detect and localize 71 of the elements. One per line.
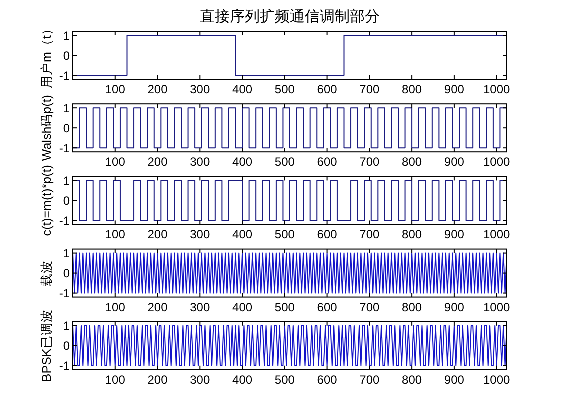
x-tick-label: 1000 bbox=[483, 82, 510, 96]
x-tick-label: 400 bbox=[232, 228, 253, 242]
x-tick-label: 700 bbox=[360, 82, 380, 96]
x-tick-label: 600 bbox=[317, 82, 338, 96]
x-tick-label: 400 bbox=[232, 372, 253, 387]
x-tick-label: 700 bbox=[360, 300, 380, 314]
x-tick-label: 600 bbox=[317, 372, 338, 387]
y-tick-label: -1 bbox=[59, 214, 70, 228]
x-tick-label: 600 bbox=[317, 155, 338, 170]
x-tick-label: 300 bbox=[190, 155, 210, 170]
y-tick-label: 1 bbox=[63, 101, 70, 116]
x-tick-label: 100 bbox=[105, 155, 126, 170]
y-axis-title: 载波 bbox=[40, 260, 54, 286]
y-tick-label: 1 bbox=[63, 174, 70, 188]
x-tick-label: 1000 bbox=[483, 155, 510, 170]
y-tick-label: 1 bbox=[63, 319, 70, 334]
y-tick-label: 0 bbox=[63, 339, 70, 354]
x-tick-label: 500 bbox=[274, 82, 296, 96]
x-tick-label: 700 bbox=[360, 372, 380, 387]
x-tick-label: 200 bbox=[148, 372, 168, 387]
y-tick-label: 1 bbox=[63, 28, 70, 43]
x-tick-label: 400 bbox=[232, 82, 253, 96]
x-tick-label: 100 bbox=[105, 300, 126, 314]
x-tick-label: 500 bbox=[274, 228, 296, 242]
y-axis-title: BPSK已调波 bbox=[40, 310, 54, 382]
x-tick-label: 800 bbox=[402, 300, 422, 314]
x-tick-label: 100 bbox=[105, 82, 126, 96]
chart-title: 直接序列扩频通信调制部分 bbox=[200, 8, 380, 26]
y-tick-label: 0 bbox=[63, 266, 70, 281]
x-tick-label: 500 bbox=[274, 300, 296, 314]
x-tick-label: 700 bbox=[360, 228, 380, 242]
x-tick-label: 200 bbox=[148, 82, 168, 96]
x-tick-label: 200 bbox=[148, 300, 168, 314]
x-tick-label: 300 bbox=[190, 372, 210, 387]
x-tick-label: 1000 bbox=[483, 228, 510, 242]
x-tick-label: 1000 bbox=[483, 300, 510, 314]
x-tick-label: 900 bbox=[444, 372, 465, 387]
x-tick-label: 900 bbox=[444, 300, 465, 314]
x-tick-label: 800 bbox=[402, 82, 422, 96]
y-tick-label: 0 bbox=[63, 194, 70, 208]
x-tick-label: 800 bbox=[402, 372, 422, 387]
x-tick-label: 300 bbox=[190, 300, 210, 314]
x-tick-label: 100 bbox=[105, 228, 126, 242]
y-tick-label: -1 bbox=[59, 359, 70, 374]
x-tick-label: 200 bbox=[148, 228, 168, 242]
x-tick-label: 800 bbox=[402, 228, 422, 242]
y-tick-label: 0 bbox=[63, 48, 70, 63]
x-tick-label: 900 bbox=[444, 82, 465, 96]
y-tick-label: 0 bbox=[63, 121, 70, 136]
x-tick-label: 600 bbox=[317, 228, 338, 242]
x-tick-label: 300 bbox=[190, 82, 210, 96]
x-tick-label: 1000 bbox=[483, 372, 510, 387]
y-tick-label: -1 bbox=[59, 286, 70, 301]
y-tick-label: -1 bbox=[59, 141, 70, 156]
x-tick-label: 900 bbox=[444, 155, 465, 170]
x-tick-label: 300 bbox=[190, 228, 210, 242]
y-axis-title: Walsh码p(t) bbox=[40, 95, 54, 162]
x-tick-label: 500 bbox=[274, 155, 296, 170]
x-tick-label: 700 bbox=[360, 155, 380, 170]
x-tick-label: 600 bbox=[317, 300, 338, 314]
x-tick-label: 800 bbox=[402, 155, 422, 170]
x-tick-label: 900 bbox=[444, 228, 465, 242]
y-axis-title: c(t)=m(t)*p(t) bbox=[40, 165, 54, 236]
x-tick-label: 200 bbox=[148, 155, 168, 170]
y-tick-label: 1 bbox=[63, 246, 70, 261]
y-axis-title: 用户m（t） bbox=[40, 22, 54, 88]
x-tick-label: 400 bbox=[232, 155, 253, 170]
x-tick-label: 100 bbox=[105, 372, 126, 387]
x-tick-label: 400 bbox=[232, 300, 253, 314]
y-tick-label: -1 bbox=[59, 68, 70, 83]
x-tick-label: 500 bbox=[274, 372, 296, 387]
